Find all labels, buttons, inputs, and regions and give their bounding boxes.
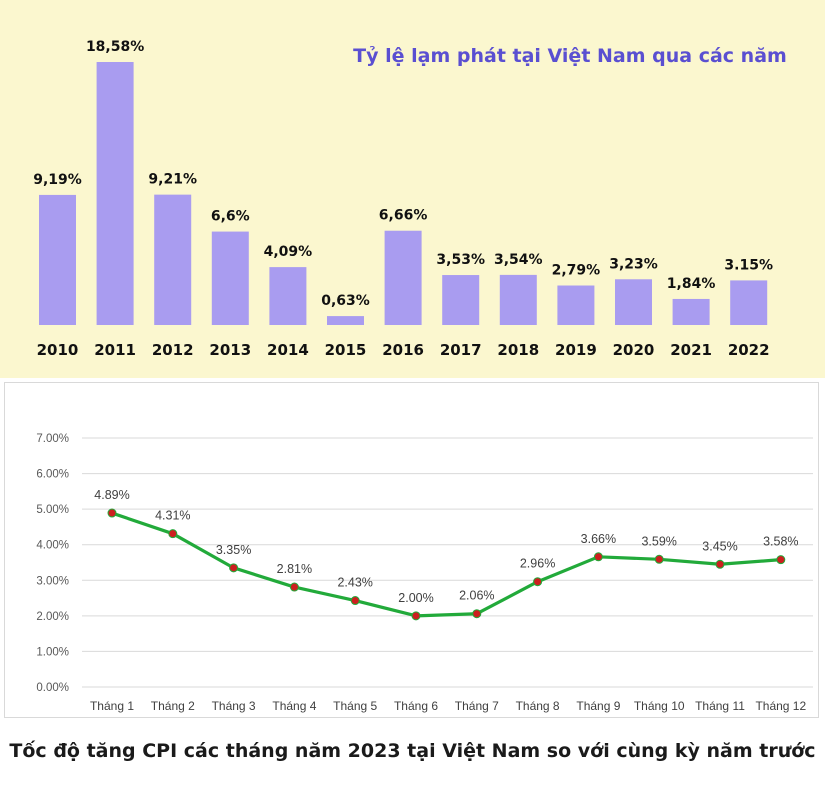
x-tick-label: Tháng 7 — [455, 699, 499, 713]
data-label-12: 3.58% — [763, 535, 798, 549]
bar-2019 — [557, 285, 595, 325]
data-label-2: 4.31% — [155, 509, 190, 523]
x-tick-2013: 2013 — [209, 341, 251, 359]
x-tick-2016: 2016 — [382, 341, 424, 359]
bar-2015 — [327, 316, 364, 325]
monthly-cpi-line-chart: 0.00% 1.00% 2.00% 3.00% 4.00% 5.00% 6.00% 7.00%… — [36, 433, 813, 713]
y-tick-label: 2.00% — [36, 611, 69, 623]
bar-2021 — [672, 298, 710, 325]
y-tick-label: 5.00% — [36, 504, 69, 516]
x-tick-2019: 2019 — [555, 341, 597, 359]
data-label-11: 3.45% — [702, 539, 737, 553]
bar-2011 — [96, 62, 134, 325]
y-tick-label: 4.00% — [36, 540, 69, 552]
point-9 — [593, 552, 603, 562]
x-tick-2011: 2011 — [94, 341, 136, 359]
bar-2012 — [154, 194, 192, 325]
point-12 — [776, 555, 786, 565]
y-tick-label: 3.00% — [36, 575, 69, 587]
data-label-2015: 0,63% — [321, 293, 370, 309]
x-tick-label: Tháng 8 — [516, 699, 560, 713]
data-label-2021: 1,84% — [667, 276, 716, 292]
data-label-2013: 6,6% — [211, 209, 250, 225]
data-label-9: 3.66% — [581, 532, 616, 546]
data-label-8: 2.96% — [520, 557, 555, 571]
data-label-2010: 9,19% — [33, 172, 82, 188]
x-tick-label: Tháng 6 — [394, 699, 438, 713]
bar-2018 — [499, 274, 537, 325]
x-tick-2015: 2015 — [325, 341, 367, 359]
y-tick-label: 6.00% — [36, 469, 69, 481]
point-6 — [411, 611, 421, 621]
data-label-5: 2.43% — [337, 576, 372, 590]
x-tick-2010: 2010 — [37, 341, 79, 359]
x-tick-2020: 2020 — [613, 341, 655, 359]
point-8 — [533, 577, 543, 587]
data-label-1: 4.89% — [94, 488, 129, 502]
point-3 — [229, 563, 239, 573]
x-tick-2022: 2022 — [728, 341, 770, 359]
bar-2020 — [615, 279, 652, 325]
data-label-3: 3.35% — [216, 543, 251, 557]
figure-caption: Tốc độ tăng CPI các tháng năm 2023 tại V… — [9, 740, 816, 762]
bar-2014 — [269, 267, 307, 325]
x-tick-2014: 2014 — [267, 341, 309, 359]
x-tick-label: Tháng 9 — [576, 699, 620, 713]
chart-title: Tỷ lệ lạm phát tại Việt Nam qua các năm — [353, 45, 787, 67]
data-label-4: 2.81% — [277, 562, 312, 576]
x-tick-label: Tháng 10 — [634, 699, 685, 713]
point-7 — [472, 609, 482, 619]
x-tick-label: Tháng 2 — [151, 699, 195, 713]
data-label-2012: 9,21% — [148, 172, 197, 188]
x-tick-label: Tháng 11 — [695, 699, 745, 713]
point-10 — [654, 554, 664, 564]
bar-2010 — [39, 194, 76, 325]
bar-2022 — [730, 280, 768, 325]
data-label-6: 2.00% — [398, 591, 433, 605]
data-label-2022: 3.15% — [724, 257, 773, 273]
monthly-cpi-chart-panel: 0.00% 1.00% 2.00% 3.00% 4.00% 5.00% 6.00% 7.00%… — [4, 382, 819, 718]
point-5 — [350, 596, 360, 606]
annual-inflation-chart-panel: Tỷ lệ lạm phát tại Việt Nam qua các năm 9… — [0, 0, 825, 378]
bar-2017 — [442, 275, 480, 325]
data-label-2011: 18,58% — [86, 39, 144, 55]
y-tick-label: 7.00% — [36, 433, 69, 445]
x-tick-2018: 2018 — [497, 341, 539, 359]
x-tick-2017: 2017 — [440, 341, 482, 359]
y-tick-label: 0.00% — [36, 682, 69, 694]
data-label-2020: 3,23% — [609, 256, 658, 272]
cpi-series-line — [110, 511, 783, 618]
point-1 — [107, 508, 117, 518]
data-label-2014: 4,09% — [264, 244, 313, 260]
data-label-2016: 6,66% — [379, 208, 428, 224]
x-tick-label: Tháng 12 — [755, 699, 806, 713]
x-tick-label: Tháng 4 — [272, 699, 316, 713]
data-label-2017: 3,53% — [436, 252, 485, 268]
x-tick-label: Tháng 1 — [90, 699, 134, 713]
point-11 — [715, 559, 725, 569]
annual-inflation-bar-chart: Tỷ lệ lạm phát tại Việt Nam qua các năm 9… — [33, 39, 787, 359]
x-tick-label: Tháng 3 — [212, 699, 256, 713]
data-label-2019: 2,79% — [552, 263, 601, 279]
bar-2013 — [211, 231, 249, 325]
x-tick-2021: 2021 — [670, 341, 712, 359]
point-2 — [168, 529, 178, 539]
point-4 — [289, 582, 299, 592]
y-tick-label: 1.00% — [36, 646, 69, 658]
data-label-7: 2.06% — [459, 589, 494, 603]
x-tick-label: Tháng 5 — [333, 699, 377, 713]
bar-2016 — [384, 230, 422, 325]
data-label-10: 3.59% — [641, 534, 676, 548]
data-label-2018: 3,54% — [494, 252, 543, 268]
x-tick-2012: 2012 — [152, 341, 194, 359]
